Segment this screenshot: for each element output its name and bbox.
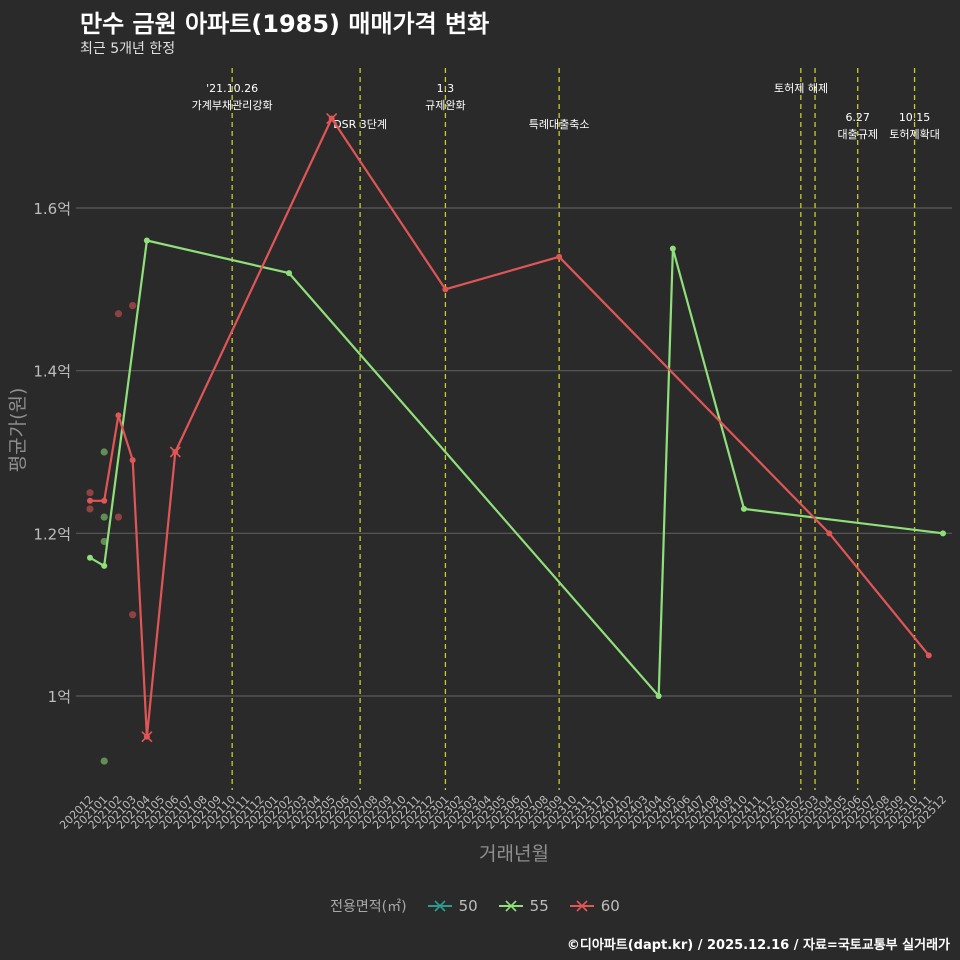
cross-mark-60 [169,446,181,458]
y-tick-label: 1.6억 [33,200,71,218]
y-tick-label: 1억 [48,688,71,706]
series-point-60 [925,652,932,659]
scatter-point-55 [100,757,108,765]
scatter-point-60 [86,489,94,497]
event-label: 6.27 대출규제 [837,111,877,141]
x-axis-title: 거래년월 [479,843,549,865]
legend-item-55: 55 [498,897,549,915]
event-label: DSR 3단계 [333,118,387,131]
chart-subtitle: 최근 5개년 한정 [80,41,176,57]
series-point-60 [87,497,93,504]
series-point-55 [286,270,293,277]
scatter-point-60 [86,505,94,513]
legend-key-55-icon [498,900,523,912]
y-tick-label: 1.2억 [33,525,71,543]
legend-label-55: 55 [529,897,549,915]
series-point-55 [143,237,150,244]
series-point-60 [442,286,449,293]
y-tick-label: 1.4억 [33,363,71,381]
series-line-60 [90,117,930,738]
source-caption: ©디아파트(dapt.kr) / 2025.12.16 / 자료=국토교통부 실… [566,938,950,953]
legend-key-50-icon [427,900,452,912]
event-label: 특례대출축소 [529,118,590,131]
legend-label-60: 60 [600,897,620,915]
legend-title: 전용면적(㎡) [330,899,407,915]
series-point-60 [556,253,563,260]
chart-title: 만수 금원 아파트(1985) 매매가격 변화 [80,10,490,38]
series-point-55 [669,245,676,252]
cross-mark-60 [326,112,338,125]
series-point-55 [940,530,946,537]
cross-mark-60 [141,731,153,743]
series-point-60 [129,457,136,464]
series-point-55 [87,554,93,561]
series-point-55 [740,505,747,512]
scatter-point-60 [114,310,123,318]
series-point-55 [655,693,662,699]
scatter-point-55 [100,448,108,456]
series-point-60 [101,497,108,504]
scatter-point-55 [100,513,108,521]
series-line-55 [89,239,944,698]
scatter-point-60 [129,611,137,619]
event-label: '21.10.26 가계부채관리강화 [192,82,273,112]
legend-key-60-icon [569,900,594,912]
series-point-55 [101,562,108,569]
scatter-point-60 [114,513,123,521]
event-label: 토허제 해제 [774,81,828,95]
legend: 전용면적(㎡) 50 55 60 [0,896,960,916]
scatter-point-55 [100,537,108,546]
series-point-60 [826,530,833,537]
y-axis-title: 평균가(원) [7,388,29,473]
legend-label-50: 50 [458,897,478,915]
event-label: 10.15 토허제확대 [889,111,940,141]
legend-item-60: 60 [569,897,620,915]
scatter-point-60 [129,302,137,310]
series-point-60 [115,412,122,419]
legend-item-50: 50 [427,897,478,915]
event-label: 1.3 규제완화 [425,82,465,112]
